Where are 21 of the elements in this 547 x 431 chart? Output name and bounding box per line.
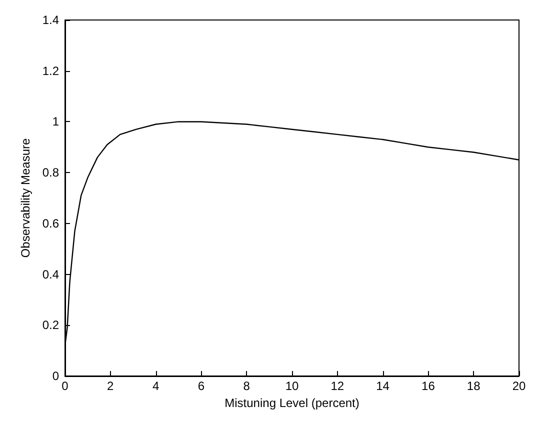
x-tick-label: 6: [198, 379, 205, 393]
y-tick-label: 1.2: [42, 64, 60, 78]
y-tick-label: 0.8: [42, 166, 60, 180]
y-tick-label: 0.2: [42, 318, 60, 332]
x-tick-label: 16: [422, 379, 436, 393]
x-tick-label: 8: [243, 379, 250, 393]
y-tick-label: 1.4: [42, 13, 60, 27]
y-axis-title: Observability Measure: [18, 138, 32, 258]
x-tick-label: 20: [512, 379, 526, 393]
y-tick-label: 0.4: [42, 267, 60, 282]
y-tick-label: 1: [52, 114, 60, 129]
x-tick-label: 14: [376, 379, 390, 393]
x-tick-label: 4: [152, 379, 160, 393]
x-tick-label: 12: [330, 379, 344, 393]
x-tick-label: 2: [107, 379, 114, 393]
x-axis-title: Mistuning Level (percent): [224, 396, 360, 410]
x-tick-label: 18: [466, 379, 481, 393]
x-tick-label: 0: [62, 379, 69, 393]
y-tick-label: 0.6: [42, 216, 60, 230]
x-tick-label: 10: [285, 379, 299, 393]
y-tick-label: 0: [52, 369, 60, 383]
